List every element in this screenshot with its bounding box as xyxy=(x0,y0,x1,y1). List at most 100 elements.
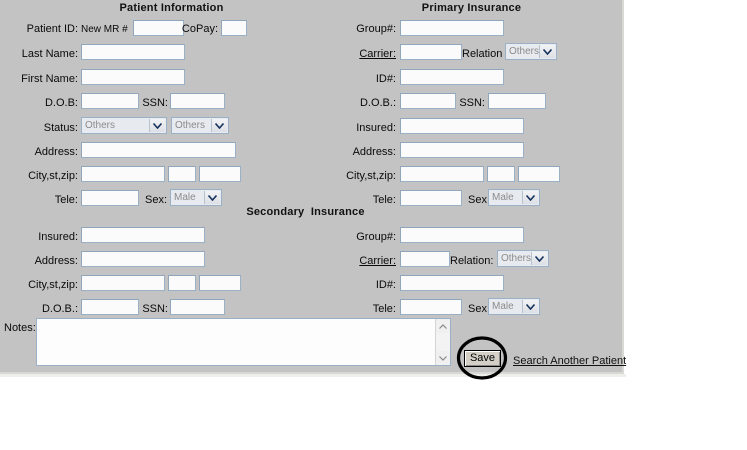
secondary-ssn-input[interactable] xyxy=(170,299,225,315)
primary-zip-input[interactable] xyxy=(518,166,560,182)
primary-tele-label: Tele: xyxy=(372,194,396,206)
primary-group-label: Group#: xyxy=(356,23,396,35)
status-select-value: Others xyxy=(85,120,116,131)
chevron-down-icon xyxy=(531,252,547,265)
patient-dob-label: D.O.B: xyxy=(44,97,78,109)
secondary-carrier-input[interactable] xyxy=(400,251,450,267)
chevron-down-icon xyxy=(211,119,227,132)
primary-ssn-input[interactable] xyxy=(488,93,546,109)
secondary-city-input[interactable] xyxy=(81,275,165,291)
patient-city-input[interactable] xyxy=(81,166,165,182)
primary-citystzip-label: City,st,zip: xyxy=(346,170,396,182)
patient-citystzip-label: City,st,zip: xyxy=(28,170,78,182)
secondary-relation-select[interactable]: Others xyxy=(497,250,549,267)
primary-state-input[interactable] xyxy=(487,166,515,182)
patient-zip-input[interactable] xyxy=(199,166,241,182)
primary-insured-label: Insured: xyxy=(356,122,396,134)
secondary-ssn-label: SSN: xyxy=(142,303,168,315)
primary-id-label: ID#: xyxy=(375,73,396,85)
first-name-input[interactable] xyxy=(81,69,185,85)
chevron-down-icon xyxy=(149,119,165,132)
heading-patient-information: Patient Information xyxy=(119,2,224,14)
primary-ssn-label: SSN: xyxy=(459,97,485,109)
secondary-sex-select[interactable]: Male xyxy=(488,298,540,315)
secondary-citystzip-label: City,st,zip: xyxy=(28,279,78,291)
primary-relation-label: Relation xyxy=(462,48,503,60)
status-secondary-select[interactable]: Others xyxy=(171,117,229,134)
primary-carrier-input[interactable] xyxy=(400,44,462,60)
primary-insured-input[interactable] xyxy=(400,118,524,134)
status-label: Status: xyxy=(43,122,78,134)
secondary-sex-label: Sex: xyxy=(467,303,490,315)
chevron-down-icon xyxy=(539,45,555,58)
notes-textarea[interactable] xyxy=(37,319,435,365)
secondary-carrier-link[interactable]: Carrier: xyxy=(359,255,396,267)
patient-tele-label: Tele: xyxy=(54,194,78,206)
secondary-group-input[interactable] xyxy=(400,227,524,243)
secondary-id-input[interactable] xyxy=(400,275,504,291)
secondary-insured-input[interactable] xyxy=(81,227,205,243)
primary-city-input[interactable] xyxy=(400,166,484,182)
save-button[interactable]: Save xyxy=(464,350,501,367)
search-another-patient-link[interactable]: Search Another Patient xyxy=(513,355,627,367)
primary-group-input[interactable] xyxy=(400,20,504,36)
secondary-state-input[interactable] xyxy=(168,275,196,291)
secondary-group-label: Group#: xyxy=(356,231,396,243)
secondary-id-label: ID#: xyxy=(375,279,396,291)
chevron-down-icon xyxy=(522,191,538,204)
primary-address-label: Address: xyxy=(352,146,396,158)
last-name-label: Last Name: xyxy=(21,48,78,60)
chevron-down-icon xyxy=(204,191,220,204)
primary-id-input[interactable] xyxy=(400,69,504,85)
copay-input[interactable] xyxy=(221,20,247,36)
patient-dob-input[interactable] xyxy=(81,93,139,109)
notes-box xyxy=(36,318,451,366)
panel-bottom-shadow xyxy=(0,374,626,377)
patient-sex-label: Sex: xyxy=(144,194,167,206)
primary-relation-select-value: Others xyxy=(509,46,540,57)
last-name-input[interactable] xyxy=(81,44,185,60)
primary-address-input[interactable] xyxy=(400,142,524,158)
secondary-dob-label: D.O.B.: xyxy=(41,303,78,315)
secondary-zip-input[interactable] xyxy=(199,275,241,291)
patient-sex-select[interactable]: Male xyxy=(170,189,222,206)
patient-address-label: Address: xyxy=(34,146,78,158)
primary-dob-label: D.O.B.: xyxy=(359,97,396,109)
first-name-label: First Name: xyxy=(21,73,78,85)
chevron-down-icon xyxy=(522,300,538,313)
heading-secondary-insurance: Secondary Insurance xyxy=(246,206,365,218)
patient-tele-input[interactable] xyxy=(81,190,139,206)
primary-relation-select[interactable]: Others xyxy=(505,43,557,60)
patient-ssn-input[interactable] xyxy=(170,93,225,109)
patient-address-input[interactable] xyxy=(81,142,236,158)
secondary-tele-input[interactable] xyxy=(400,299,462,315)
new-mr-label: New MR # xyxy=(81,24,128,35)
primary-dob-input[interactable] xyxy=(400,93,456,109)
secondary-relation-label: Relation: xyxy=(450,255,494,267)
secondary-dob-input[interactable] xyxy=(81,299,139,315)
secondary-tele-label: Tele: xyxy=(372,303,396,315)
secondary-address-label: Address: xyxy=(34,255,78,267)
caret-up-icon[interactable] xyxy=(436,319,450,333)
secondary-insured-label: Insured: xyxy=(38,231,78,243)
status-secondary-select-value: Others xyxy=(175,120,206,131)
primary-sex-select-value: Male xyxy=(492,192,514,203)
primary-sex-select[interactable]: Male xyxy=(488,189,540,206)
patient-state-input[interactable] xyxy=(168,166,196,182)
copay-label: CoPay: xyxy=(181,23,218,35)
primary-sex-label: Sex: xyxy=(467,194,490,206)
heading-primary-insurance: Primary Insurance xyxy=(421,2,522,14)
new-mr-input[interactable] xyxy=(133,20,184,36)
secondary-address-input[interactable] xyxy=(81,251,205,267)
primary-tele-input[interactable] xyxy=(400,190,462,206)
status-select[interactable]: Others xyxy=(81,117,167,134)
caret-down-icon[interactable] xyxy=(436,351,450,365)
secondary-sex-select-value: Male xyxy=(492,301,514,312)
patient-ssn-label: SSN: xyxy=(142,97,168,109)
patient-sex-select-value: Male xyxy=(174,192,196,203)
notes-scrollbar[interactable] xyxy=(435,319,450,365)
secondary-relation-select-value: Others xyxy=(501,253,532,264)
notes-label: Notes: xyxy=(4,322,36,334)
primary-carrier-link[interactable]: Carrier: xyxy=(359,48,396,60)
